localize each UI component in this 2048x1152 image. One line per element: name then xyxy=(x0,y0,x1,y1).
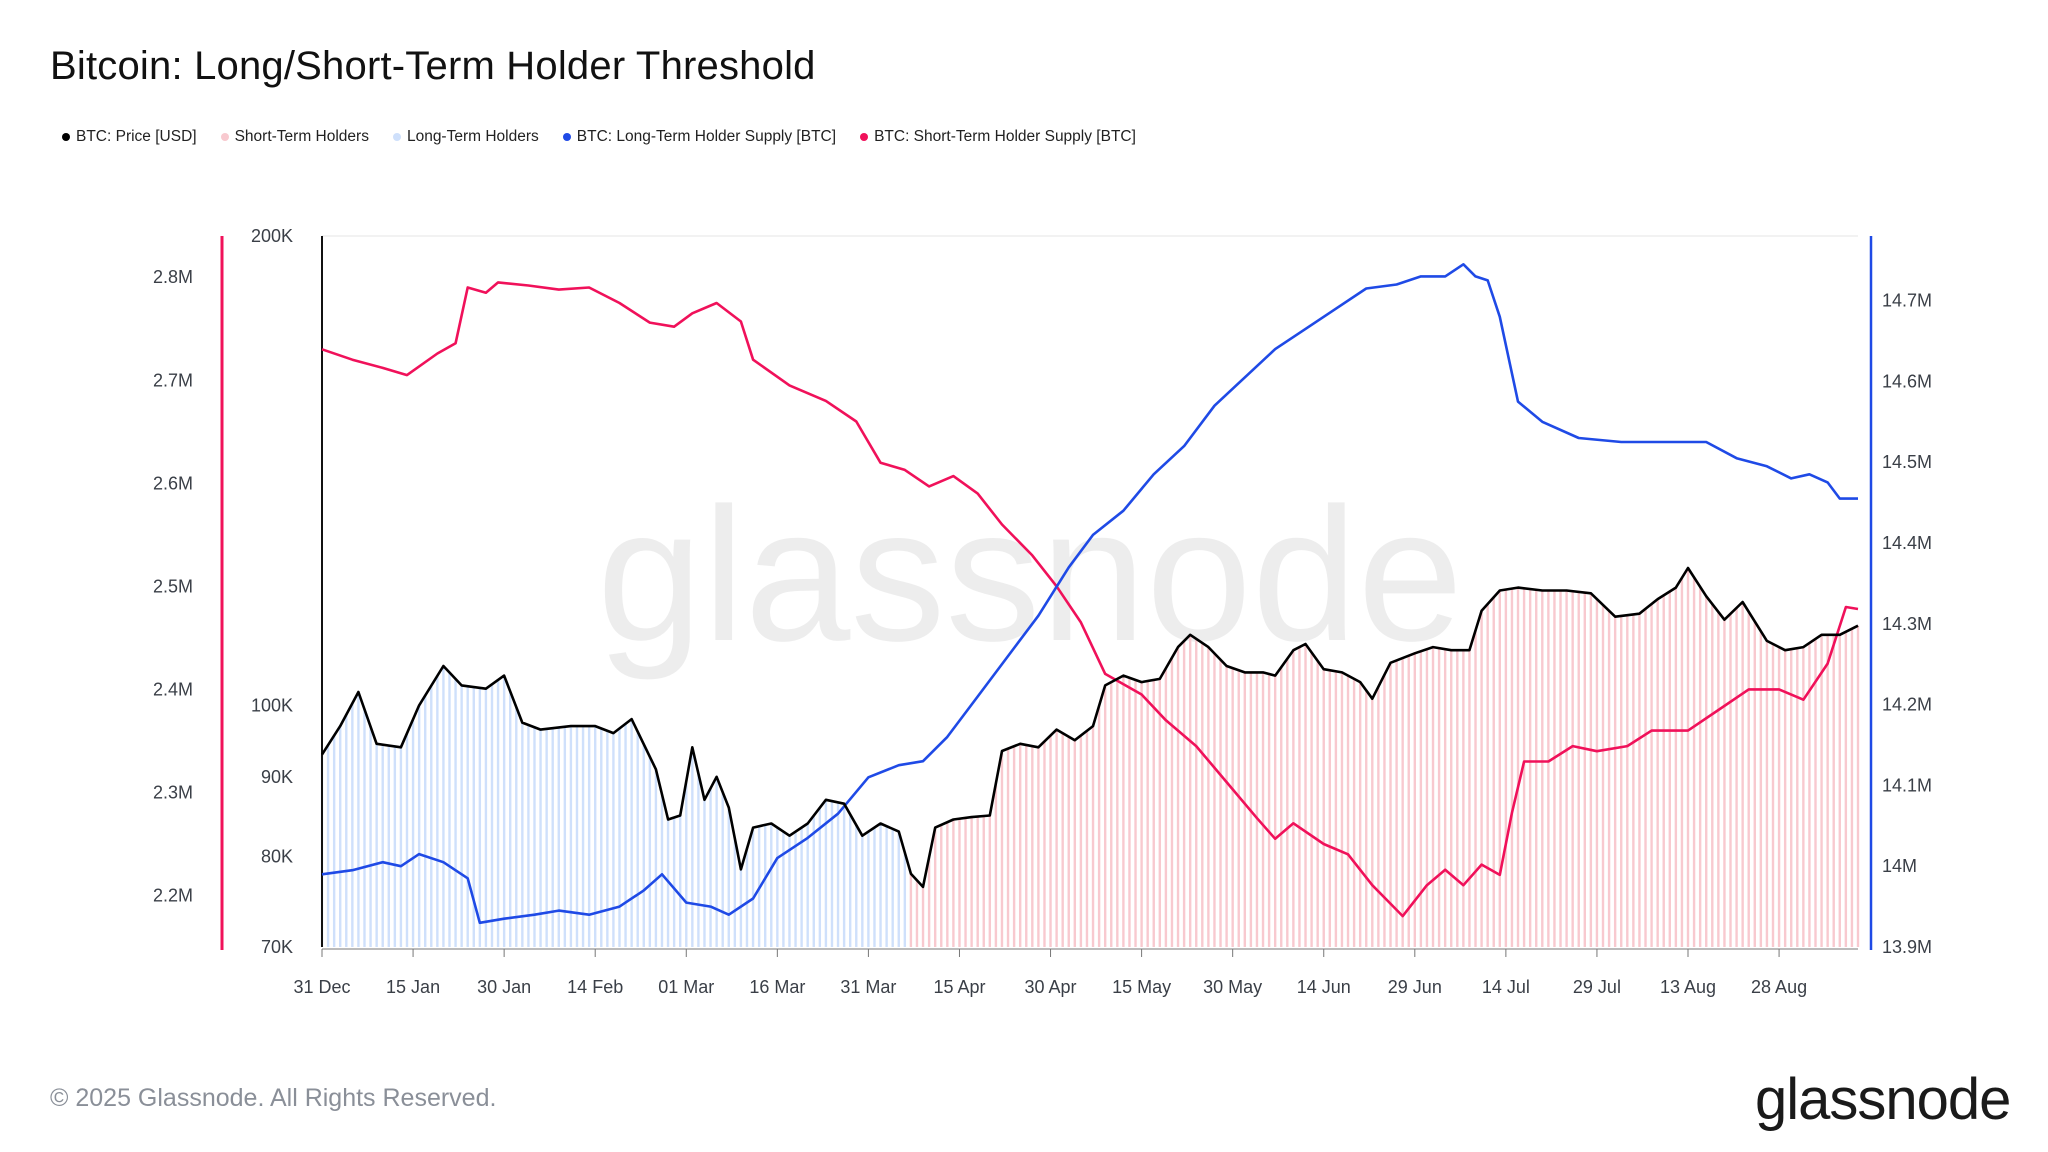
x-tick-label: 31 Dec xyxy=(293,977,350,997)
glassnode-logo[interactable]: glassnode xyxy=(1755,1067,2011,1132)
x-tick-label: 14 Jun xyxy=(1297,977,1351,997)
legend-label-sth-supply: BTC: Short-Term Holder Supply [BTC] xyxy=(874,128,1136,145)
lth-tick-label: 14.7M xyxy=(1882,291,1932,311)
x-tick-label: 29 Jun xyxy=(1388,977,1442,997)
price-tick-label: 100K xyxy=(251,695,293,715)
price-line xyxy=(320,566,1859,889)
x-tick-label: 13 Aug xyxy=(1660,977,1716,997)
legend-item-price[interactable]: BTC: Price [USD] xyxy=(62,128,197,146)
sth-supply-line xyxy=(321,281,1859,918)
price-tick-label: 80K xyxy=(261,847,293,867)
legend-dot-sth-regime xyxy=(220,133,229,141)
lth-tick-label: 14.6M xyxy=(1882,371,1932,391)
legend-label-price: BTC: Price [USD] xyxy=(76,128,197,145)
watermark-text: glassnode xyxy=(597,469,1463,681)
sth-tick-label: 2.2M xyxy=(153,885,193,905)
price-tick-label: 70K xyxy=(261,937,293,957)
lth-tick-label: 14.5M xyxy=(1882,452,1932,472)
watermark: glassnode xyxy=(597,469,1463,681)
x-tick-label: 31 Mar xyxy=(840,977,896,997)
x-tick-label: 30 Apr xyxy=(1025,977,1077,997)
legend: BTC: Price [USD] Short-Term Holders Long… xyxy=(62,128,1136,146)
lth-tick-label: 14.1M xyxy=(1882,775,1932,795)
x-tick-label: 15 Jan xyxy=(386,977,440,997)
legend-label-sth-regime: Short-Term Holders xyxy=(234,128,369,145)
x-tick-label: 28 Aug xyxy=(1751,977,1807,997)
legend-dot-lth-regime xyxy=(392,133,401,141)
copyright-text: © 2025 Glassnode. All Rights Reserved. xyxy=(50,1084,497,1112)
legend-label-lth-regime: Long-Term Holders xyxy=(406,128,539,145)
lth-supply-line xyxy=(321,263,1858,925)
axes xyxy=(220,236,1873,950)
legend-dot-price xyxy=(62,133,70,141)
sth-tick-label: 2.5M xyxy=(153,576,193,596)
sth-tick-label: 2.4M xyxy=(153,679,193,699)
legend-item-sth-regime[interactable]: Short-Term Holders xyxy=(220,128,369,146)
series-lines xyxy=(320,263,1859,925)
lth-tick-label: 13.9M xyxy=(1882,937,1932,957)
tick-labels: 31 Dec 15 Jan 30 Jan 14 Feb 01 Mar 16 Mar 31 M… xyxy=(153,226,1932,997)
x-tick-label: 01 Mar xyxy=(658,977,714,997)
x-tick-label: 30 Jan xyxy=(477,977,531,997)
regime-bands xyxy=(320,567,1860,947)
x-tick-label: 15 Apr xyxy=(933,977,985,997)
lth-tick-label: 14.3M xyxy=(1882,614,1932,634)
legend-dot-lth-supply xyxy=(562,133,571,141)
x-tick-label: 30 May xyxy=(1203,977,1262,997)
x-tick-label: 14 Jul xyxy=(1482,977,1530,997)
price-tick-label: 200K xyxy=(251,226,293,246)
legend-item-sth-supply[interactable]: BTC: Short-Term Holder Supply [BTC] xyxy=(860,128,1136,146)
legend-item-lth-supply[interactable]: BTC: Long-Term Holder Supply [BTC] xyxy=(562,128,837,146)
x-tick-label: 29 Jul xyxy=(1573,977,1621,997)
legend-item-lth-regime[interactable]: Long-Term Holders xyxy=(392,128,539,146)
legend-dot-sth-supply xyxy=(860,133,869,141)
sth-tick-label: 2.8M xyxy=(153,267,193,287)
x-tick-label: 15 May xyxy=(1112,977,1171,997)
sth-tick-label: 2.6M xyxy=(153,473,193,493)
x-tick-label: 14 Feb xyxy=(567,977,623,997)
chart-title: Bitcoin: Long/Short-Term Holder Threshol… xyxy=(50,44,816,88)
x-tick-label: 16 Mar xyxy=(749,977,805,997)
sth-tick-label: 2.7M xyxy=(153,370,193,390)
lth-tick-label: 14.2M xyxy=(1882,695,1932,715)
sth-tick-label: 2.3M xyxy=(153,782,193,802)
lth-tick-label: 14.4M xyxy=(1882,533,1932,553)
legend-label-lth-supply: BTC: Long-Term Holder Supply [BTC] xyxy=(576,128,837,145)
lth-tick-label: 14M xyxy=(1882,856,1917,876)
price-tick-label: 90K xyxy=(261,767,293,787)
